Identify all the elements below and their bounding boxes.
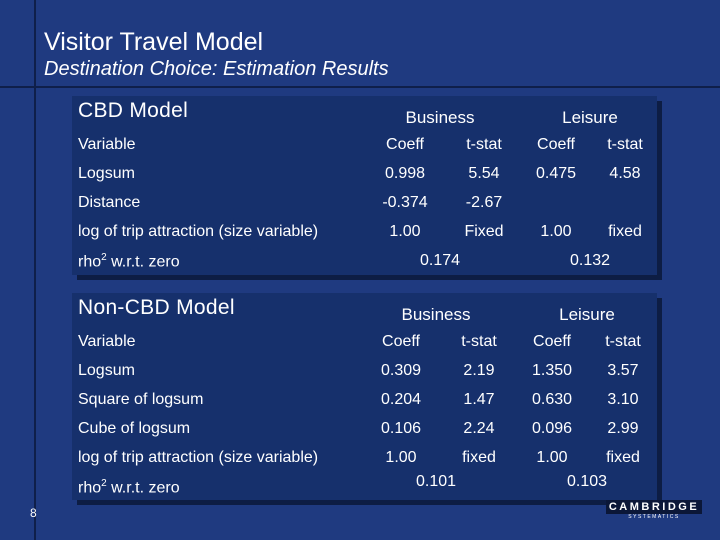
cbd-row-variable: log of trip attraction (size variable) <box>78 223 319 240</box>
non-cbd-row-leisure-tstat: 3.10 <box>607 391 639 408</box>
non-cbd-business-coeff-header: Coeff <box>382 333 420 350</box>
non-cbd-model-panel: Non-CBD Model Business Leisure Variable … <box>72 293 657 500</box>
logo-subtext: SYSTEMATICS <box>628 514 680 520</box>
rho-text: rho <box>78 253 102 271</box>
cbd-leisure-tstat-header: t-stat <box>607 136 643 153</box>
rho-suffix: w.r.t. zero <box>106 479 180 497</box>
cbd-variable-header: Variable <box>78 136 136 153</box>
cbd-business-coeff-header: Coeff <box>386 136 424 153</box>
non-cbd-variable-header: Variable <box>78 333 136 350</box>
page-title: Visitor Travel Model <box>44 28 264 56</box>
cbd-row-business-coeff: 0.998 <box>384 165 426 182</box>
cbd-rho-business: 0.174 <box>419 252 461 269</box>
cbd-row-leisure-tstat: fixed <box>608 223 642 240</box>
cbd-rho-label: rho2 w.r.t. zero <box>78 252 180 271</box>
cbd-row-business-coeff: -0.374 <box>382 194 428 211</box>
non-cbd-leisure-tstat-header: t-stat <box>605 333 641 350</box>
non-cbd-row-leisure-tstat: 2.99 <box>607 420 639 437</box>
title-rule <box>0 86 720 88</box>
non-cbd-heading: Non-CBD Model <box>78 296 235 319</box>
non-cbd-row-leisure-tstat: 3.57 <box>607 362 639 379</box>
cbd-row-variable: Logsum <box>78 165 135 182</box>
cbd-row-variable: Distance <box>78 194 141 211</box>
non-cbd-row-variable: Cube of logsum <box>78 420 191 437</box>
rho-superscript: 2 <box>101 478 107 489</box>
cbd-row-leisure-tstat: 4.58 <box>609 165 641 182</box>
logo-name: CAMBRIDGE <box>608 501 700 513</box>
non-cbd-row-business-tstat: 2.19 <box>463 362 495 379</box>
non-cbd-row-leisure-coeff: 0.630 <box>531 391 573 408</box>
non-cbd-rho-leisure: 0.103 <box>566 473 608 490</box>
page-number: 8 <box>30 506 37 520</box>
logo-bar <box>606 500 702 514</box>
cbd-row-business-tstat: -2.67 <box>465 194 503 211</box>
cambridge-systematics-logo: CAMBRIDGE SYSTEMATICS <box>606 500 702 520</box>
non-cbd-row-business-coeff: 0.106 <box>380 420 422 437</box>
cbd-row-business-tstat: 5.54 <box>468 165 500 182</box>
non-cbd-row-business-coeff: 0.204 <box>380 391 422 408</box>
non-cbd-rho-label: rho2 w.r.t. zero <box>78 478 180 497</box>
non-cbd-leisure-header: Leisure <box>559 305 615 324</box>
non-cbd-row-business-tstat: 1.47 <box>463 391 495 408</box>
cbd-row-leisure-coeff: 0.475 <box>535 165 577 182</box>
non-cbd-leisure-coeff-header: Coeff <box>533 333 571 350</box>
non-cbd-business-tstat-header: t-stat <box>461 333 497 350</box>
cbd-business-tstat-header: t-stat <box>466 136 502 153</box>
non-cbd-row-leisure-coeff: 0.096 <box>531 420 573 437</box>
non-cbd-row-leisure-coeff: 1.350 <box>531 362 573 379</box>
non-cbd-row-business-tstat: fixed <box>462 449 496 466</box>
non-cbd-row-variable: Logsum <box>78 362 135 379</box>
cbd-model-panel: CBD Model Business Leisure Variable Coef… <box>72 96 657 275</box>
rho-superscript: 2 <box>101 252 107 263</box>
non-cbd-row-variable: Square of logsum <box>78 391 204 408</box>
non-cbd-rho-business: 0.101 <box>415 473 457 490</box>
non-cbd-row-leisure-tstat: fixed <box>606 449 640 466</box>
non-cbd-row-business-coeff: 1.00 <box>385 449 417 466</box>
non-cbd-row-variable: log of trip attraction (size variable) <box>78 449 319 466</box>
page-subtitle: Destination Choice: Estimation Results <box>44 58 389 80</box>
cbd-row-leisure-coeff: 1.00 <box>540 223 572 240</box>
non-cbd-row-business-coeff: 0.309 <box>380 362 422 379</box>
rho-suffix: w.r.t. zero <box>106 253 180 271</box>
cbd-leisure-header: Leisure <box>562 108 618 127</box>
non-cbd-row-business-tstat: 2.24 <box>463 420 495 437</box>
cbd-row-business-coeff: 1.00 <box>389 223 421 240</box>
non-cbd-row-leisure-coeff: 1.00 <box>536 449 568 466</box>
cbd-row-business-tstat: Fixed <box>464 223 504 240</box>
cbd-heading: CBD Model <box>78 99 189 122</box>
left-rule <box>34 0 36 540</box>
rho-text: rho <box>78 479 102 497</box>
cbd-business-header: Business <box>405 108 475 127</box>
cbd-leisure-coeff-header: Coeff <box>537 136 575 153</box>
cbd-rho-leisure: 0.132 <box>569 252 611 269</box>
non-cbd-business-header: Business <box>401 305 471 324</box>
